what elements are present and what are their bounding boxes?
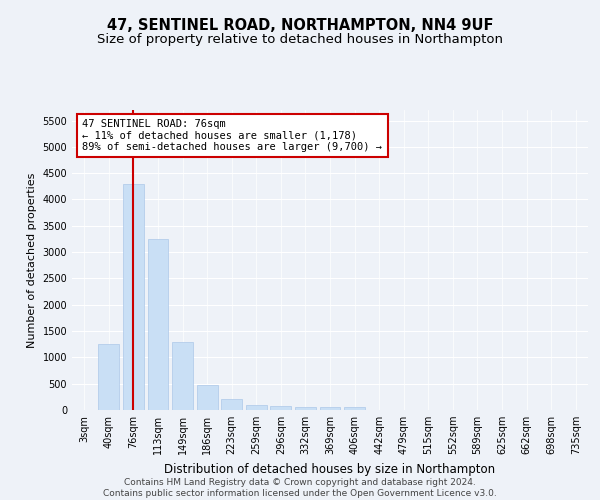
X-axis label: Distribution of detached houses by size in Northampton: Distribution of detached houses by size …	[164, 462, 496, 475]
Bar	[320, 408, 340, 410]
Y-axis label: Number of detached properties: Number of detached properties	[27, 172, 37, 348]
Bar	[344, 408, 365, 410]
Bar	[172, 342, 193, 410]
Text: Size of property relative to detached houses in Northampton: Size of property relative to detached ho…	[97, 32, 503, 46]
Text: 47, SENTINEL ROAD, NORTHAMPTON, NN4 9UF: 47, SENTINEL ROAD, NORTHAMPTON, NN4 9UF	[107, 18, 493, 32]
Bar	[295, 407, 316, 410]
Text: 47 SENTINEL ROAD: 76sqm
← 11% of detached houses are smaller (1,178)
89% of semi: 47 SENTINEL ROAD: 76sqm ← 11% of detache…	[82, 119, 382, 152]
Bar	[271, 406, 292, 410]
Bar	[123, 184, 144, 410]
Bar	[197, 384, 218, 410]
Bar	[246, 404, 267, 410]
Text: Contains HM Land Registry data © Crown copyright and database right 2024.
Contai: Contains HM Land Registry data © Crown c…	[103, 478, 497, 498]
Bar	[98, 344, 119, 410]
Bar	[148, 239, 169, 410]
Bar	[221, 400, 242, 410]
